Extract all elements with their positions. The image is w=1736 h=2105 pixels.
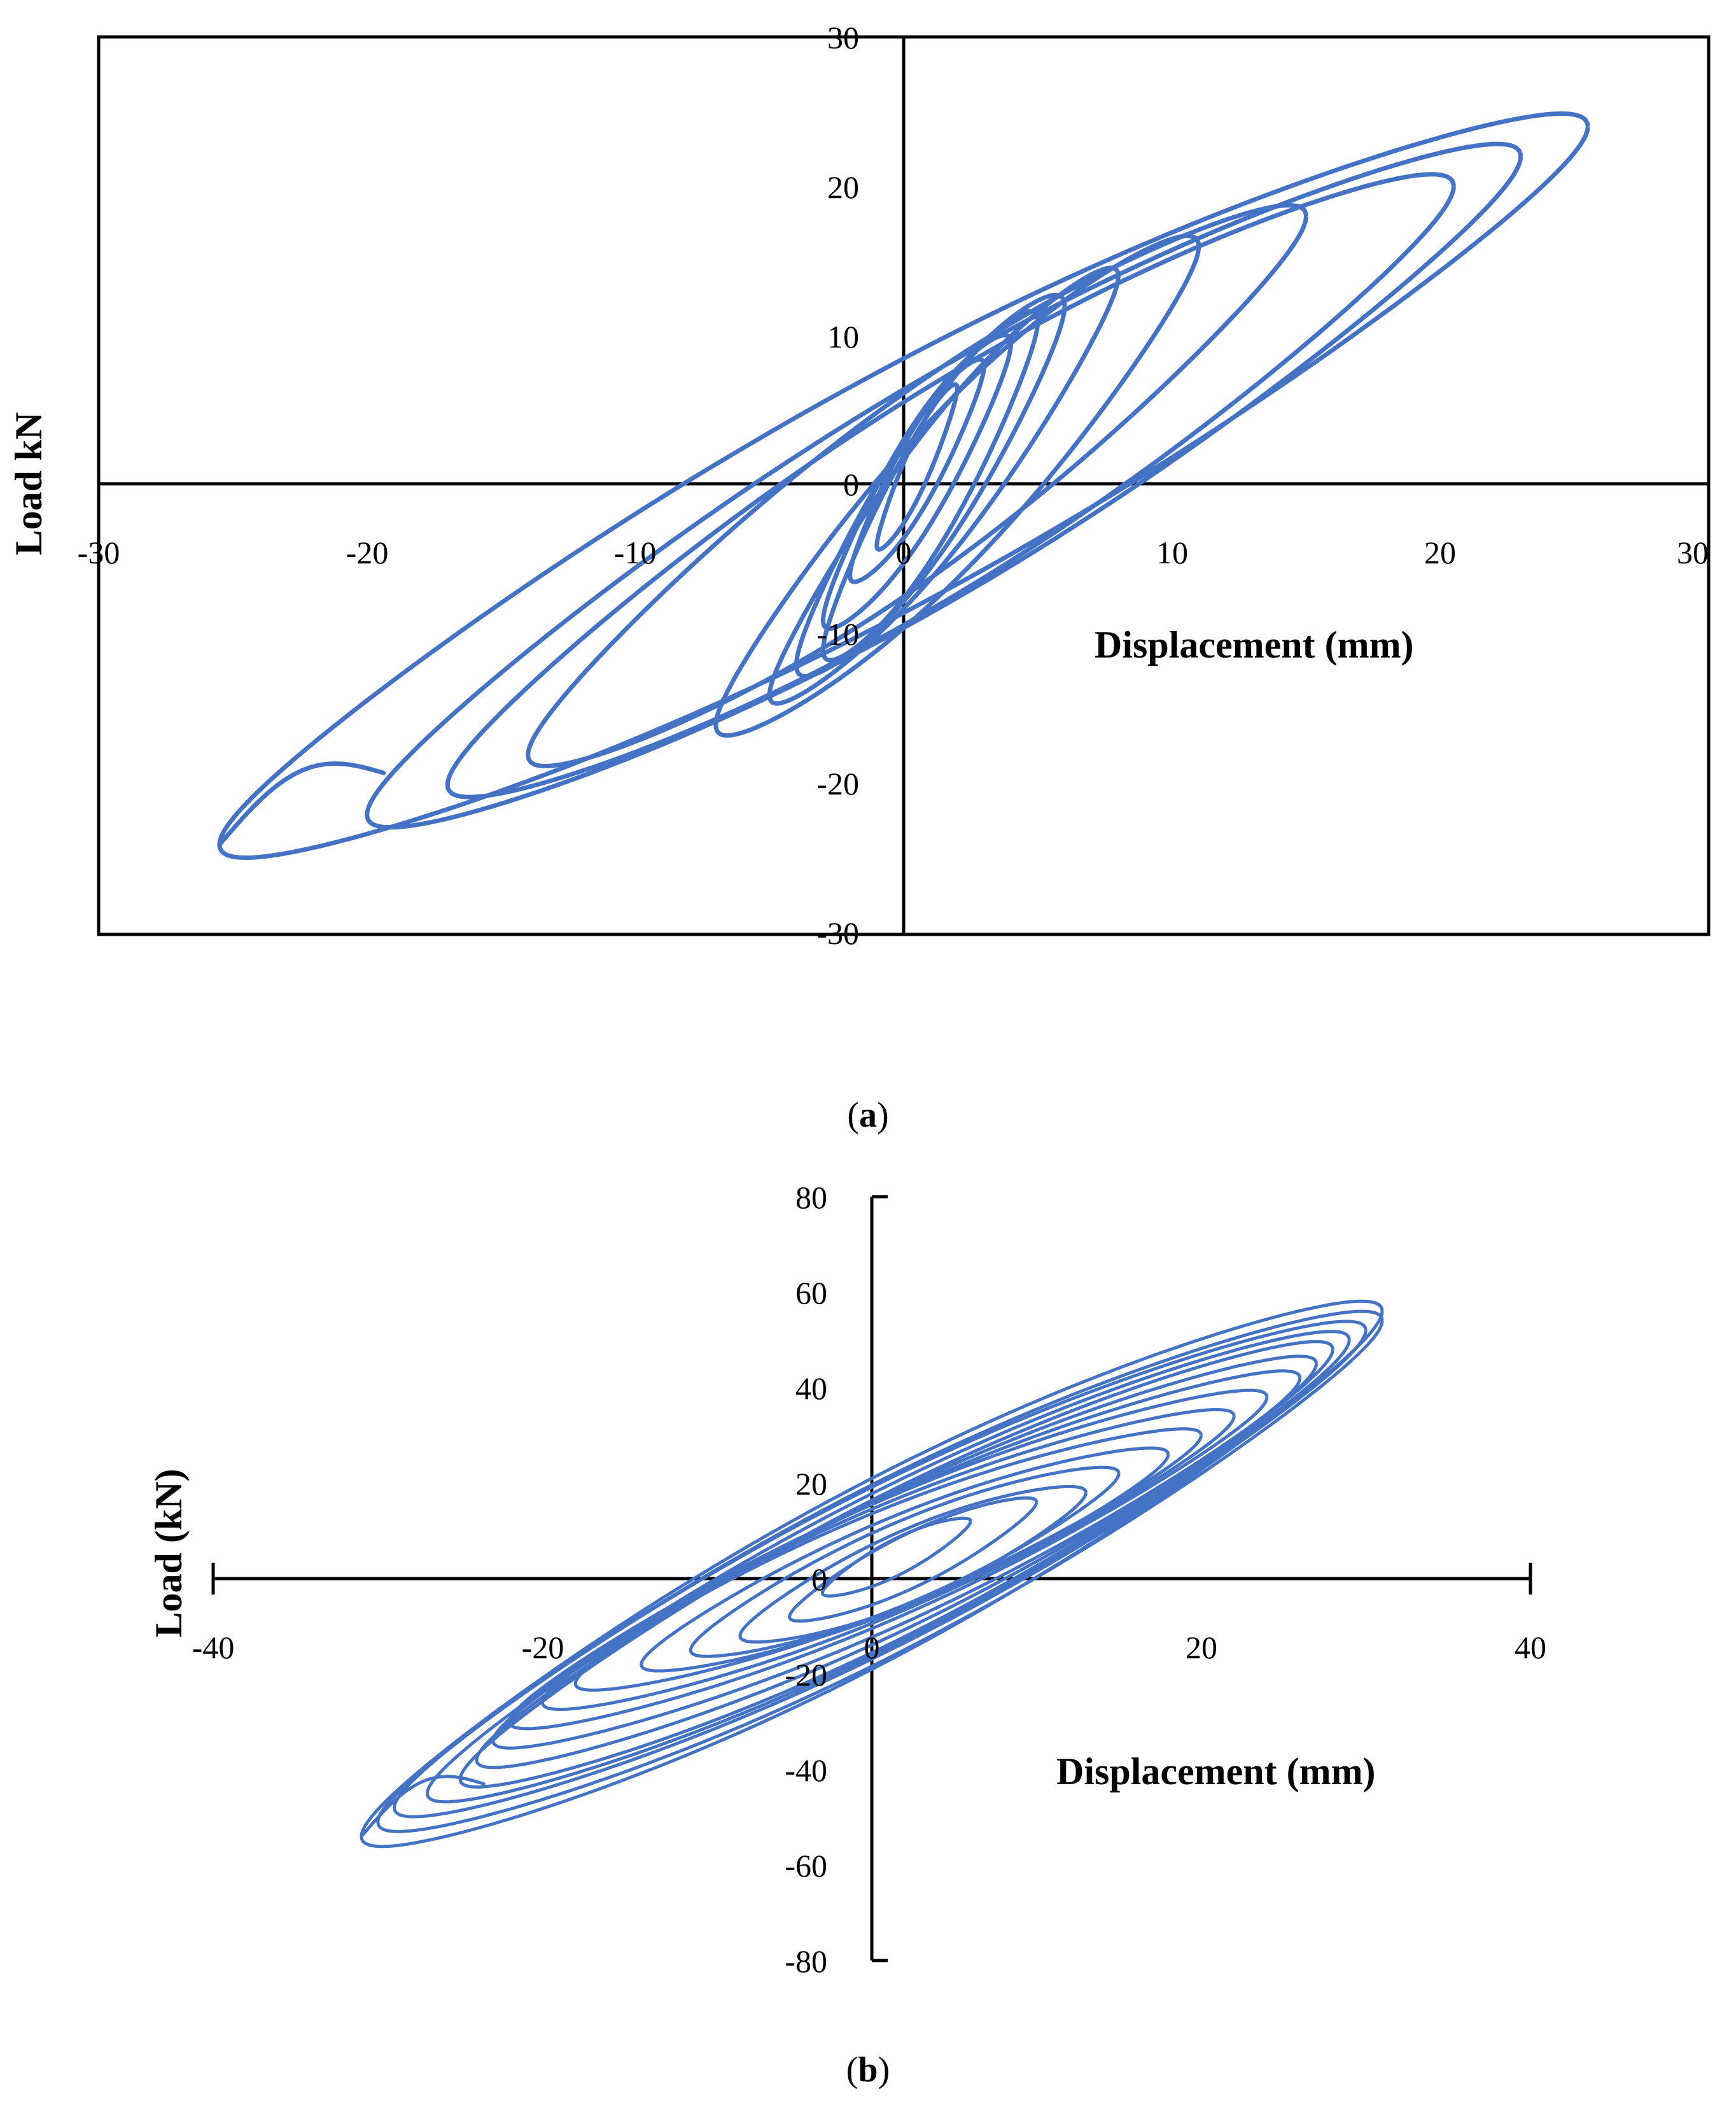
y-tick-b-4: 0 bbox=[811, 1561, 827, 1597]
x-axis-title-b: Displacement (mm) bbox=[1056, 1750, 1376, 1792]
chart-panel-a: -30 -20 -10 0 10 20 30 30 20 10 0 -10 -2… bbox=[8, 20, 1711, 1135]
hysteresis-curves-b bbox=[360, 1299, 1384, 1848]
hysteresis-loop-b-7 bbox=[541, 1408, 1236, 1711]
x-tick-a-1: -20 bbox=[346, 535, 389, 570]
hysteresis-loop-b-14 bbox=[376, 1309, 1384, 1833]
y-tick-b-7: -60 bbox=[785, 1848, 827, 1883]
x-tick-a-0: -30 bbox=[78, 535, 120, 570]
caption-b: (b) bbox=[846, 2050, 890, 2090]
y-tick-b-2: 40 bbox=[795, 1370, 827, 1406]
x-tick-a-2: -10 bbox=[614, 535, 657, 570]
y-tick-b-0: 80 bbox=[795, 1179, 827, 1215]
hysteresis-loop-b-13 bbox=[393, 1320, 1368, 1819]
hysteresis-loop-b-6 bbox=[573, 1427, 1203, 1692]
hysteresis-loop-b-4 bbox=[689, 1465, 1121, 1658]
hysteresis-loop-b-1 bbox=[820, 1516, 972, 1598]
caption-a: (a) bbox=[847, 1095, 888, 1135]
x-tick-a-6: 30 bbox=[1677, 535, 1709, 570]
hysteresis-curves-a bbox=[217, 111, 1590, 860]
hysteresis-loop-b-10 bbox=[475, 1355, 1319, 1770]
x-tick-b-0: -40 bbox=[192, 1630, 235, 1665]
y-tick-a-4: -10 bbox=[816, 616, 859, 652]
y-tick-a-3: 0 bbox=[843, 467, 859, 502]
hysteresis-tail-a bbox=[217, 761, 386, 847]
y-tick-a-0: 30 bbox=[827, 20, 859, 55]
x-tick-b-3: 20 bbox=[1186, 1630, 1217, 1665]
x-tick-b-1: -20 bbox=[522, 1630, 564, 1665]
hysteresis-loop-b-12 bbox=[425, 1330, 1351, 1804]
y-tick-b-6: -40 bbox=[785, 1752, 827, 1788]
x-tick-b-2: 0 bbox=[864, 1630, 880, 1665]
y-tick-b-1: 60 bbox=[795, 1275, 827, 1311]
hysteresis-loop-a-9 bbox=[445, 172, 1456, 799]
chart-panel-b: -40 -20 0 20 40 80 60 40 20 0 -20 -40 -6… bbox=[148, 1179, 1546, 2090]
y-tick-b-3: 20 bbox=[795, 1466, 827, 1502]
hysteresis-loop-a-8 bbox=[526, 203, 1308, 768]
hysteresis-loop-b-8 bbox=[508, 1388, 1269, 1731]
y-tick-a-5: -20 bbox=[816, 766, 859, 801]
hysteresis-loop-b-2 bbox=[788, 1496, 1039, 1623]
hysteresis-tail-b bbox=[360, 1775, 486, 1838]
x-tick-a-4: 10 bbox=[1156, 535, 1188, 570]
hysteresis-loop-a-7 bbox=[713, 234, 1201, 738]
y-tick-b-5: -20 bbox=[785, 1657, 827, 1693]
x-tick-a-5: 20 bbox=[1424, 535, 1456, 570]
y-tick-b-8: -80 bbox=[785, 1943, 827, 1979]
x-axis-title-a: Displacement (mm) bbox=[1095, 624, 1414, 666]
y-tick-a-2: 10 bbox=[827, 319, 859, 355]
y-tick-a-1: 20 bbox=[827, 169, 859, 205]
y-axis-title-b: Load (kN) bbox=[148, 1468, 190, 1637]
x-tick-a-3: 0 bbox=[896, 535, 912, 570]
y-axis-title-a: Load kN bbox=[8, 412, 50, 555]
x-tick-b-4: 40 bbox=[1515, 1630, 1546, 1665]
y-tick-a-6: -30 bbox=[816, 915, 859, 951]
